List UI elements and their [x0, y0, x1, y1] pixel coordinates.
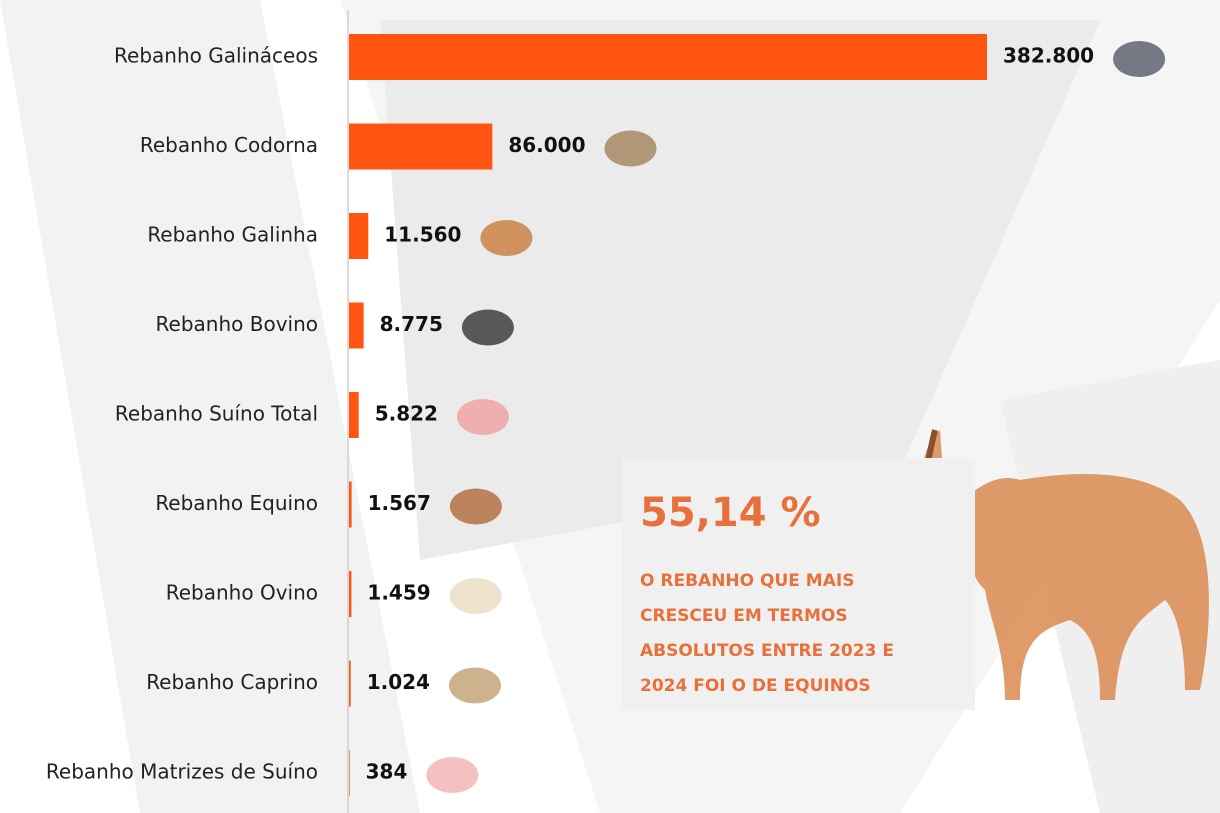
value-label: 1.024 — [367, 670, 430, 694]
animal-icon — [480, 220, 532, 256]
bar — [349, 750, 350, 796]
category-label: Rebanho Bovino — [156, 312, 318, 336]
category-label: Rebanho Galináceos — [114, 44, 318, 68]
category-label: Rebanho Galinha — [147, 223, 318, 247]
annotation-box: 55,14 % O REBANHO QUE MAIS CRESCEU EM TE… — [622, 458, 975, 710]
animal-icon — [1113, 41, 1165, 77]
value-label: 86.000 — [508, 133, 585, 157]
bar — [349, 213, 368, 259]
bar — [349, 303, 364, 349]
value-label: 1.459 — [367, 581, 430, 605]
animal-icon — [450, 578, 502, 614]
category-label: Rebanho Suíno Total — [115, 402, 318, 426]
value-label: 382.800 — [1003, 44, 1094, 68]
value-label: 384 — [366, 760, 408, 784]
bar — [349, 571, 351, 617]
bar — [349, 34, 987, 80]
bar — [349, 661, 351, 707]
category-label: Rebanho Caprino — [146, 670, 318, 694]
value-label: 5.822 — [375, 402, 438, 426]
chart: Rebanho Galináceos 382.800 Rebanho Codorna… — [0, 0, 1220, 813]
animal-icon — [450, 489, 502, 525]
value-label: 11.560 — [384, 223, 461, 247]
animal-icon — [462, 310, 514, 346]
category-label: Rebanho Ovino — [166, 581, 318, 605]
bar — [349, 392, 359, 438]
bar — [349, 482, 352, 528]
category-label: Rebanho Matrizes de Suíno — [46, 760, 318, 784]
bar — [349, 124, 492, 170]
animal-icon — [426, 757, 478, 793]
animal-icon — [449, 668, 501, 704]
value-label: 8.775 — [380, 312, 443, 336]
annotation-highlight: 55,14 % — [640, 490, 821, 536]
category-label: Rebanho Codorna — [140, 133, 318, 157]
page: {"chart_data": {"type": "bar", "orientat… — [0, 0, 1220, 813]
category-label: Rebanho Equino — [155, 491, 318, 515]
annotation-text: O REBANHO QUE MAIS CRESCEU EM TERMOS ABS… — [640, 564, 940, 704]
animal-icon — [457, 399, 509, 435]
animal-icon — [605, 131, 657, 167]
value-label: 1.567 — [368, 491, 431, 515]
